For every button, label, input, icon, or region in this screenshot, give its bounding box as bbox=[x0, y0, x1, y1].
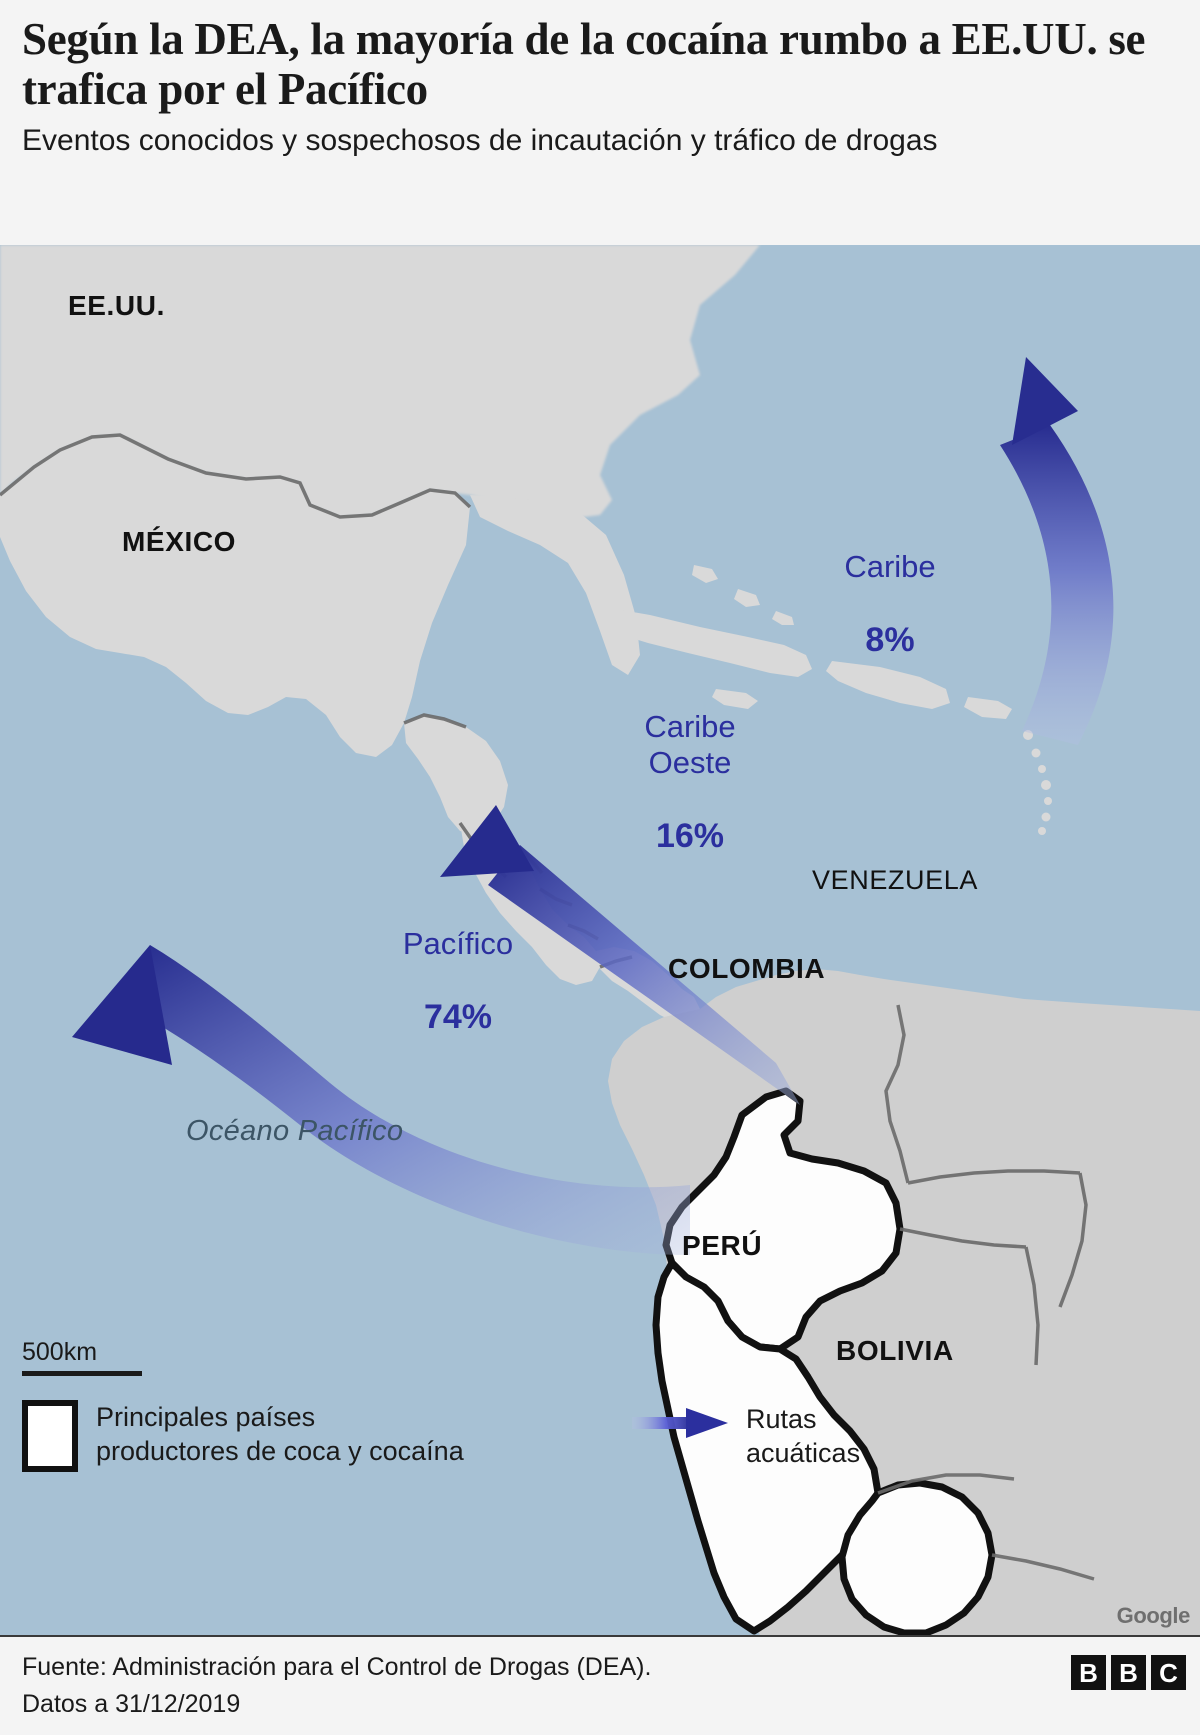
header: Según la DEA, la mayoría de la cocaína r… bbox=[0, 0, 1200, 245]
bbc-logo-letter-2: B bbox=[1111, 1655, 1146, 1690]
scale-bar-rule bbox=[22, 1371, 142, 1376]
bbc-logo: B B C bbox=[1071, 1655, 1186, 1690]
route-arrow-pacifico bbox=[72, 945, 690, 1255]
route-arrow-caribe bbox=[1000, 357, 1114, 745]
map-canvas[interactable]: EE.UU. MÉXICO VENEZUELA COLOMBIA PERÚ BO… bbox=[0, 245, 1200, 1635]
scale-bar: 500km bbox=[22, 1340, 142, 1376]
bbc-logo-letter-3: C bbox=[1151, 1655, 1186, 1690]
page-subtitle: Eventos conocidos y sospechosos de incau… bbox=[22, 123, 938, 157]
legend-item-routes: Rutas acuáticas bbox=[632, 1402, 860, 1470]
map-graphic bbox=[0, 245, 1200, 1635]
scale-bar-label: 500km bbox=[22, 1338, 98, 1366]
page-title: Según la DEA, la mayoría de la cocaína r… bbox=[22, 14, 1146, 115]
route-arrow-caribe-oeste bbox=[440, 805, 800, 1105]
google-attribution: Google bbox=[1116, 1603, 1191, 1628]
legend-label-producer-countries: Principales países productores de coca y… bbox=[96, 1402, 464, 1467]
route-arrow-icon bbox=[632, 1408, 728, 1438]
bbc-logo-letter-1: B bbox=[1071, 1655, 1106, 1690]
legend-item-producer-countries: Principales países productores de coca y… bbox=[22, 1400, 464, 1472]
footer: Fuente: Administración para el Control d… bbox=[0, 1635, 1200, 1735]
producer-country-swatch-icon bbox=[22, 1400, 78, 1472]
source-note: Fuente: Administración para el Control d… bbox=[22, 1653, 652, 1718]
producer-countries bbox=[652, 1087, 996, 1635]
legend-label-routes: Rutas acuáticas bbox=[746, 1404, 861, 1469]
